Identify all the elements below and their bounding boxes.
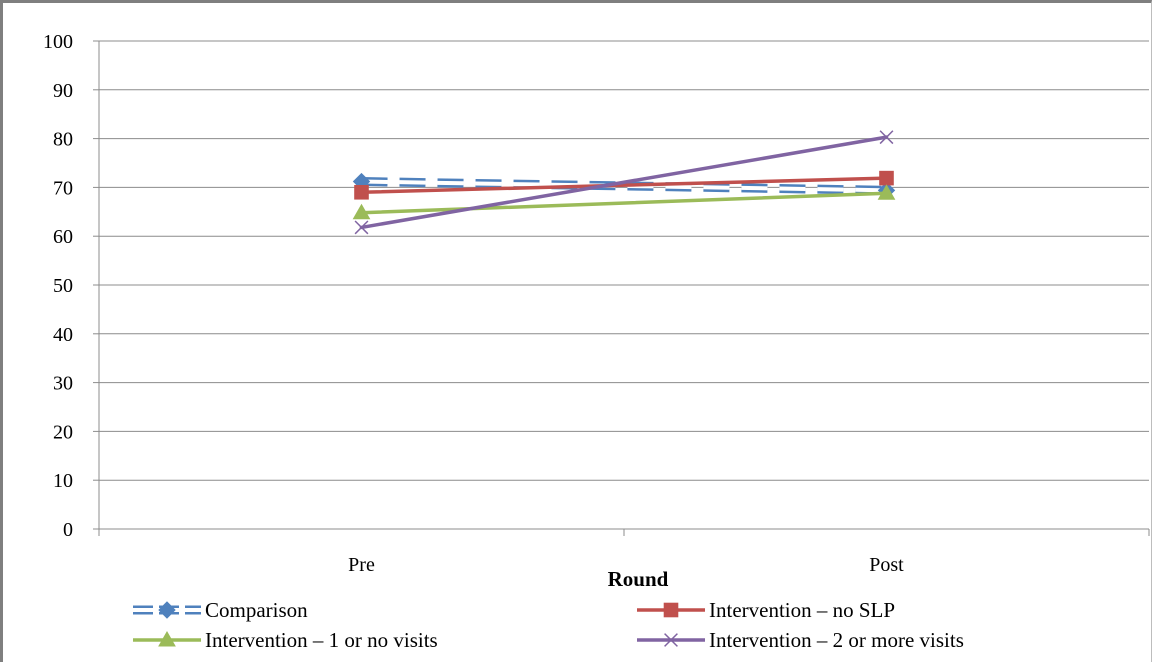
legend-entry: Intervention – 2 or more visits <box>637 628 964 652</box>
data-point <box>352 203 371 220</box>
legend-entry: Comparison <box>133 598 308 622</box>
x-tick-label: Pre <box>348 554 375 576</box>
x-tick-label: Post <box>869 554 904 576</box>
y-tick-label: 0 <box>63 519 73 541</box>
legend-marker <box>158 630 176 647</box>
y-tick-label: 90 <box>53 80 73 102</box>
x-axis-tick-labels: Pre Post <box>348 554 904 576</box>
series-1 <box>354 170 894 200</box>
legend-label: Intervention – 1 or no visits <box>205 628 438 652</box>
legend-marker <box>158 601 176 619</box>
y-tick-label: 80 <box>53 129 73 151</box>
series-3 <box>354 130 894 235</box>
legend-marker <box>664 633 678 647</box>
data-point <box>879 130 894 145</box>
gridlines <box>99 40 1149 481</box>
data-point <box>879 170 894 186</box>
y-tick-label: 100 <box>43 31 73 53</box>
legend-marker <box>663 602 679 618</box>
x-axis-title: Round <box>608 567 669 591</box>
series-line <box>359 135 889 230</box>
y-tick-label: 60 <box>53 226 73 248</box>
y-tick-label: 40 <box>53 324 73 346</box>
data-point <box>877 184 896 200</box>
axes <box>93 40 1150 536</box>
series-lines <box>352 130 896 235</box>
series-2 <box>352 184 896 220</box>
y-tick-label: 70 <box>53 177 73 199</box>
series-line-inner <box>361 179 887 193</box>
data-point <box>354 220 369 235</box>
legend-label: Comparison <box>205 598 308 622</box>
legend-entry: Intervention – 1 or no visits <box>133 628 438 652</box>
legend-entry: Intervention – no SLP <box>637 598 895 622</box>
legend-label: Intervention – 2 or more visits <box>709 628 964 652</box>
data-point <box>354 184 369 200</box>
y-tick-label: 30 <box>53 373 73 395</box>
y-axis-tick-labels: 0 10 20 30 40 50 60 70 80 90 100 <box>43 31 73 541</box>
line-chart: 0 10 20 30 40 50 60 70 80 90 100 Pre Post Round Com… <box>43 31 1150 652</box>
series-line <box>359 176 889 195</box>
legend-label: Intervention – no SLP <box>709 598 895 622</box>
legend: Comparison Intervention – no SLP Intervent… <box>133 598 964 652</box>
series-line <box>359 191 889 215</box>
y-tick-label: 20 <box>53 421 73 443</box>
y-tick-label: 50 <box>53 275 73 297</box>
y-tick-label: 10 <box>53 470 73 492</box>
